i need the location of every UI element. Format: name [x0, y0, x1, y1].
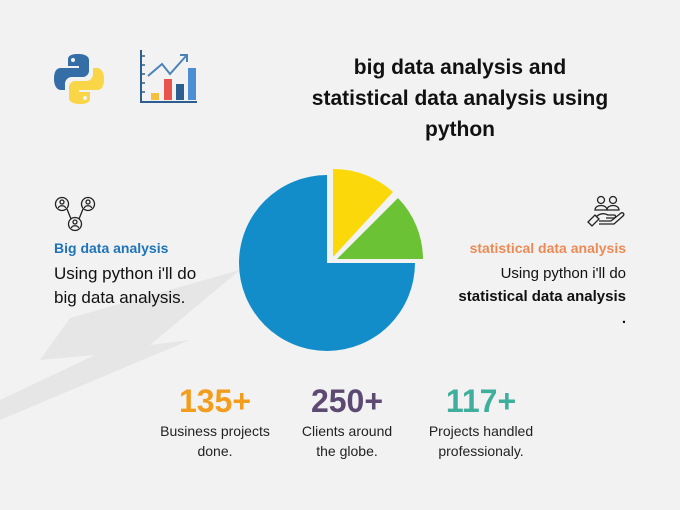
people-network-icon [54, 196, 96, 232]
statistical-section: statistical data analysis Using python i… [420, 195, 626, 330]
stat-label-line-1: Projects handled [428, 423, 534, 439]
big-data-section: Big data analysis Using python i'll do b… [54, 195, 254, 310]
stat-label: Clients around the globe. [277, 421, 417, 461]
stat-label-line-1: Business projects [160, 423, 270, 439]
stat-label-line-2: professionaly. [438, 443, 524, 459]
statistical-dot: . [621, 310, 626, 327]
stat-business-projects: 135+ Business projects done. [145, 383, 285, 461]
big-data-heading: Big data analysis [54, 240, 169, 256]
stat-projects-handled: 117+ Projects handled professionaly. [411, 383, 551, 461]
title-line-2: statistical data analysis using [311, 87, 609, 110]
python-logo-icon [54, 54, 104, 104]
statistical-line-1: Using python i'll do [500, 265, 626, 282]
big-data-line-2: big data analysis. [54, 288, 186, 307]
stat-clients: 250+ Clients around the globe. [277, 383, 417, 461]
title-line-3: python [425, 118, 495, 141]
big-data-line-1: Using python i'll do [54, 264, 197, 283]
stat-value: 250+ [310, 383, 384, 419]
bar-chart-trend-icon [140, 50, 197, 103]
stat-label-line-1: Clients around [301, 423, 393, 439]
pie-slice-yellow [333, 168, 393, 257]
pie-slice-green [337, 198, 423, 259]
stat-value: 117+ [445, 383, 517, 419]
hand-people-icon [587, 195, 625, 227]
statistical-line-2: statistical data analysis [458, 288, 626, 305]
stat-label: Business projects done. [145, 421, 285, 461]
pie-chart [239, 168, 423, 351]
stat-value: 135+ [178, 383, 252, 419]
stat-label-line-2: the globe. [316, 443, 378, 459]
stat-label: Projects handled professionaly. [411, 421, 551, 461]
stat-label-line-2: done. [197, 443, 233, 459]
big-data-description: Using python i'll do big data analysis. [54, 262, 254, 310]
statistical-heading: statistical data analysis [469, 240, 626, 256]
page-title: big data analysis and statistical data a… [280, 52, 640, 145]
pie-slice-blue [239, 175, 415, 351]
title-line-1: big data analysis and [353, 56, 567, 79]
